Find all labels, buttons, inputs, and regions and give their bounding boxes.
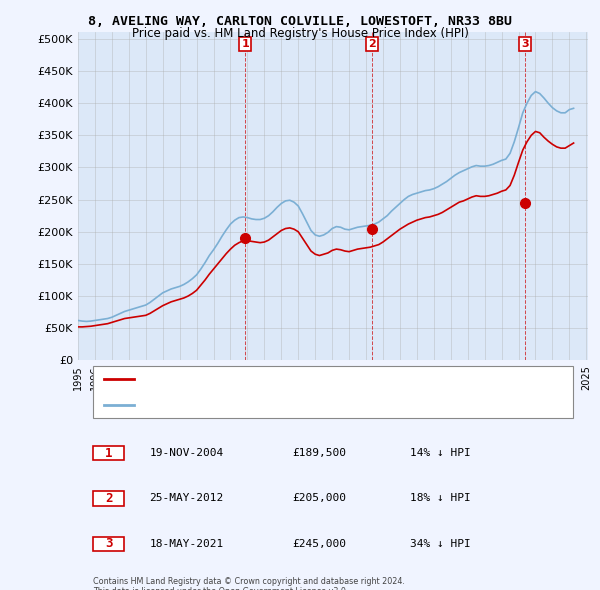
Text: £245,000: £245,000: [292, 539, 346, 549]
Text: 34% ↓ HPI: 34% ↓ HPI: [409, 539, 470, 549]
Text: 18-MAY-2021: 18-MAY-2021: [149, 539, 224, 549]
FancyBboxPatch shape: [94, 366, 573, 418]
Text: 14% ↓ HPI: 14% ↓ HPI: [409, 448, 470, 458]
Text: 8, AVELING WAY, CARLTON COLVILLE, LOWESTOFT, NR33 8BU (detached house): 8, AVELING WAY, CARLTON COLVILLE, LOWEST…: [145, 375, 521, 384]
Text: 19-NOV-2004: 19-NOV-2004: [149, 448, 224, 458]
Text: 1: 1: [105, 447, 112, 460]
Text: Contains HM Land Registry data © Crown copyright and database right 2024.
This d: Contains HM Land Registry data © Crown c…: [94, 576, 405, 590]
Text: £189,500: £189,500: [292, 448, 346, 458]
Text: £205,000: £205,000: [292, 493, 346, 503]
Text: 2: 2: [105, 492, 112, 505]
Text: 8, AVELING WAY, CARLTON COLVILLE, LOWESTOFT, NR33 8BU: 8, AVELING WAY, CARLTON COLVILLE, LOWEST…: [88, 15, 512, 28]
FancyBboxPatch shape: [94, 536, 124, 551]
Text: HPI: Average price, detached house, East Suffolk: HPI: Average price, detached house, East…: [145, 401, 403, 409]
FancyBboxPatch shape: [94, 491, 124, 506]
Text: 3: 3: [105, 537, 112, 550]
Text: 25-MAY-2012: 25-MAY-2012: [149, 493, 224, 503]
FancyBboxPatch shape: [94, 446, 124, 460]
Text: Price paid vs. HM Land Registry's House Price Index (HPI): Price paid vs. HM Land Registry's House …: [131, 27, 469, 40]
Text: 18% ↓ HPI: 18% ↓ HPI: [409, 493, 470, 503]
Text: 1: 1: [241, 39, 249, 49]
Text: 3: 3: [521, 39, 529, 49]
Text: 2: 2: [368, 39, 376, 49]
